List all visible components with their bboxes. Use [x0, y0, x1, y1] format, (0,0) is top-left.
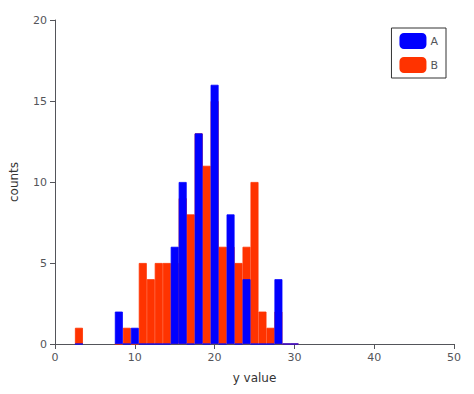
- svg-text:0: 0: [52, 351, 59, 364]
- svg-text:20: 20: [33, 14, 47, 27]
- svg-text:10: 10: [33, 176, 47, 189]
- svg-text:40: 40: [367, 351, 381, 364]
- svg-text:A: A: [430, 35, 438, 48]
- svg-text:30: 30: [287, 351, 301, 364]
- svg-text:20: 20: [208, 351, 222, 364]
- svg-text:counts: counts: [7, 162, 21, 202]
- svg-text:15: 15: [33, 95, 47, 108]
- svg-text:y value: y value: [233, 371, 277, 385]
- svg-text:5: 5: [40, 257, 47, 270]
- svg-text:0: 0: [40, 338, 47, 351]
- svg-text:10: 10: [128, 351, 142, 364]
- svg-text:B: B: [430, 59, 438, 72]
- svg-text:50: 50: [447, 351, 461, 364]
